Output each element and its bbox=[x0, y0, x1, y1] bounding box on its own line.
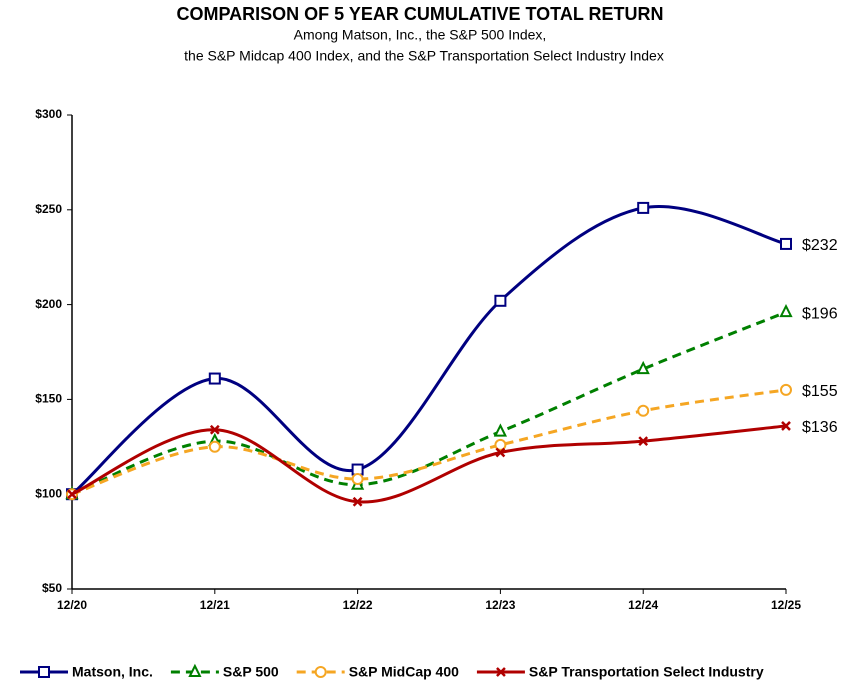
data-point bbox=[208, 372, 221, 385]
y-tick-label: $100 bbox=[35, 486, 62, 500]
data-point bbox=[494, 438, 507, 451]
data-point bbox=[209, 424, 220, 435]
x-tick-label: 12/21 bbox=[200, 598, 230, 612]
data-point bbox=[781, 421, 791, 431]
data-point bbox=[638, 436, 649, 446]
data-point bbox=[780, 237, 792, 250]
data-point bbox=[493, 423, 508, 437]
x-tick-label: 12/22 bbox=[343, 598, 373, 612]
x-tick-label: 12/20 bbox=[57, 598, 87, 612]
series-line bbox=[71, 205, 787, 496]
legend-label: S&P MidCap 400 bbox=[349, 664, 459, 680]
legend-marker bbox=[38, 666, 50, 678]
data-point bbox=[636, 360, 650, 375]
data-point bbox=[351, 473, 364, 486]
value-label: $136 bbox=[802, 419, 838, 436]
x-tick-label: 12/23 bbox=[485, 598, 515, 612]
data-point bbox=[637, 404, 650, 417]
y-tick-label: $200 bbox=[35, 297, 62, 311]
data-point bbox=[779, 303, 793, 318]
series-line bbox=[71, 424, 787, 504]
legend-label: S&P Transportation Select Industry bbox=[529, 664, 764, 680]
series-line bbox=[71, 310, 787, 496]
x-tick-label: 12/25 bbox=[771, 598, 801, 612]
series-line bbox=[71, 388, 787, 496]
y-tick-label: $150 bbox=[35, 392, 62, 406]
data-point bbox=[495, 447, 506, 458]
data-point bbox=[494, 294, 507, 307]
x-tick-label: 12/24 bbox=[628, 598, 658, 612]
legend-marker bbox=[496, 667, 506, 677]
y-tick-label: $300 bbox=[35, 107, 62, 121]
chart-title: COMPARISON OF 5 YEAR CUMULATIVE TOTAL RE… bbox=[176, 4, 663, 24]
y-tick-label: $250 bbox=[35, 202, 62, 216]
chart-subtitle: Among Matson, Inc., the S&P 500 Index, bbox=[294, 27, 547, 43]
legend-marker bbox=[188, 663, 202, 677]
legend-marker bbox=[314, 666, 327, 678]
data-point bbox=[208, 440, 221, 453]
data-point bbox=[780, 383, 792, 396]
value-label: $232 bbox=[802, 237, 838, 254]
data-point bbox=[637, 201, 650, 214]
y-tick-label: $50 bbox=[42, 581, 62, 595]
data-point bbox=[352, 496, 363, 507]
legend-label: Matson, Inc. bbox=[72, 664, 153, 680]
legend-label: S&P 500 bbox=[223, 664, 279, 680]
value-label: $155 bbox=[802, 383, 838, 400]
data-point bbox=[67, 489, 77, 500]
value-label: $196 bbox=[802, 305, 838, 322]
chart-subtitle: the S&P Midcap 400 Index, and the S&P Tr… bbox=[184, 48, 664, 64]
